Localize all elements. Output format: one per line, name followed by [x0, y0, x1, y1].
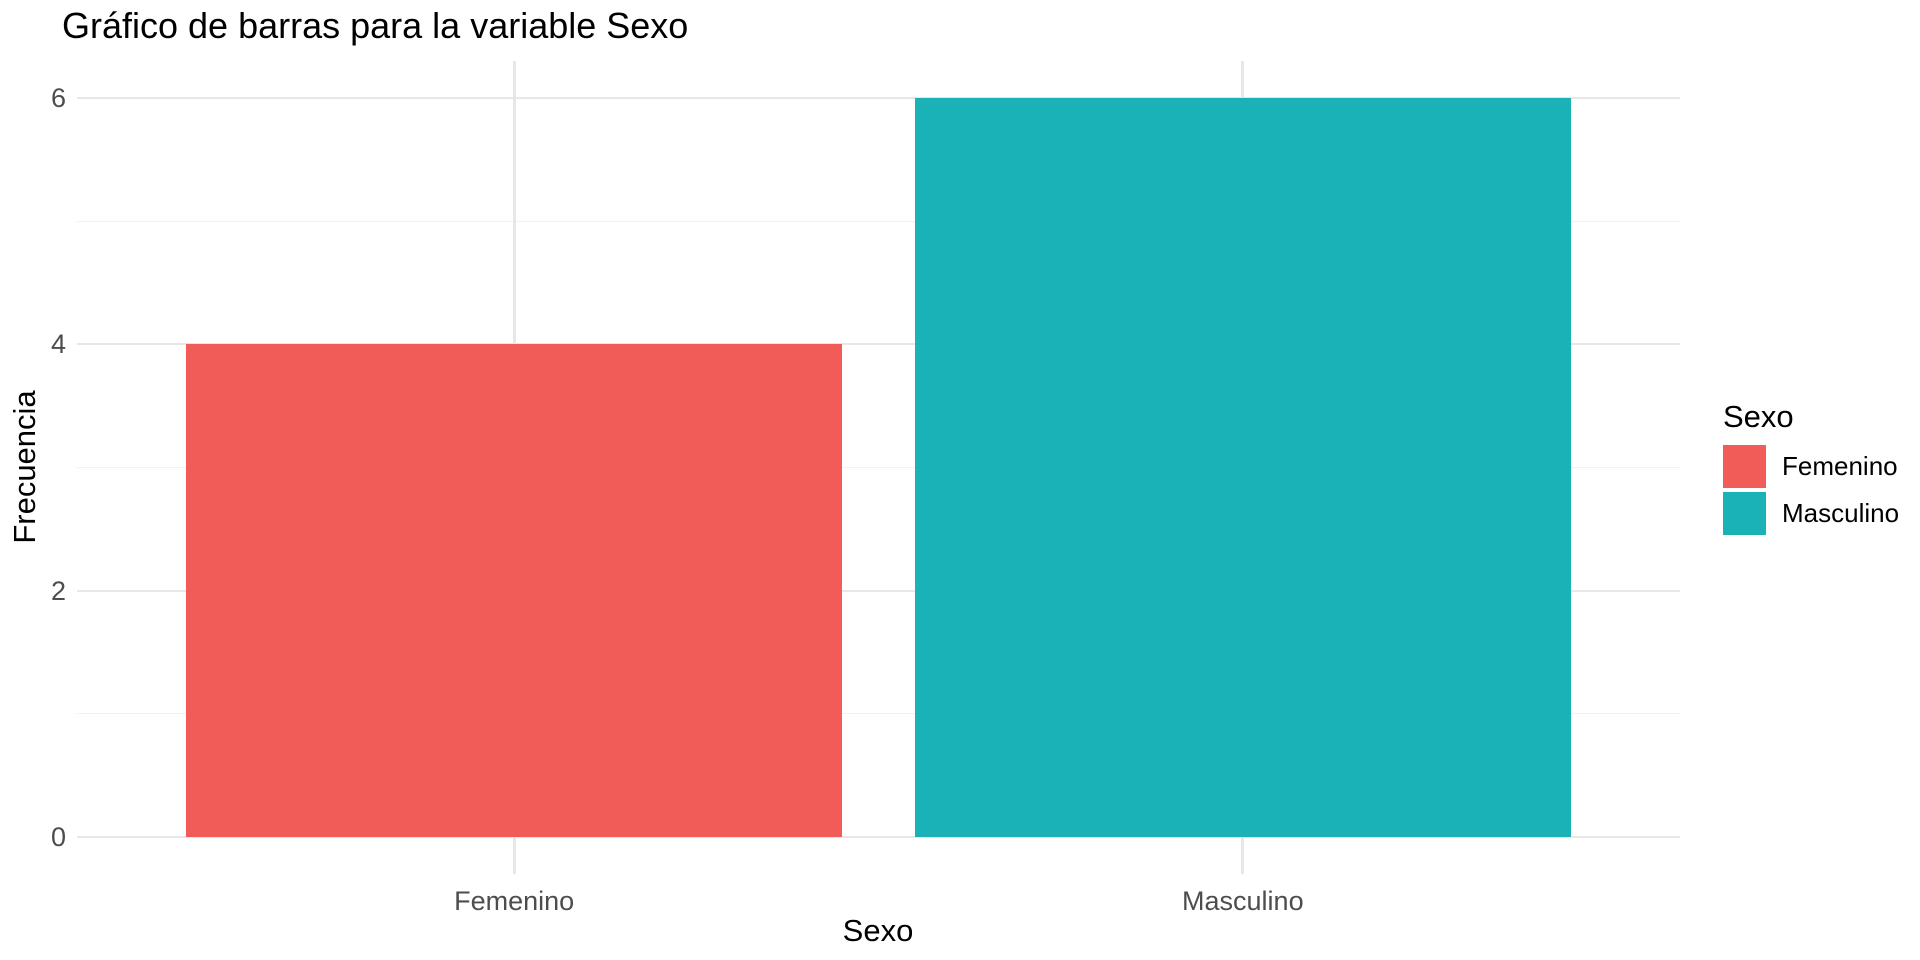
legend-entry-masculino: Masculino: [1723, 492, 1899, 535]
gridline-major-y4: [77, 343, 1680, 346]
y-axis-title: Frecuencia: [7, 390, 42, 544]
gridline-minor-y1: [77, 713, 1680, 715]
legend: Sexo Femenino Masculino: [1723, 399, 1899, 539]
bar-femenino: [186, 344, 843, 838]
y-tick-label-0: 0: [50, 822, 66, 853]
plot-panel: [77, 61, 1680, 874]
chart-title: Gráfico de barras para la variable Sexo: [62, 5, 689, 46]
gridline-major-y0: [77, 836, 1680, 839]
x-tick-label-femenino: Femenino: [454, 886, 575, 916]
y-tick-label-6: 6: [50, 82, 66, 113]
gridline-major-y6: [77, 96, 1680, 99]
legend-entry-femenino: Femenino: [1723, 445, 1899, 488]
legend-swatch-masculino: [1723, 492, 1766, 535]
y-tick-label-2: 2: [50, 575, 66, 606]
y-tick-label-4: 4: [50, 329, 66, 360]
gridline-minor-y5: [77, 220, 1680, 222]
gridline-minor-y3: [77, 467, 1680, 468]
legend-title: Sexo: [1723, 399, 1794, 434]
legend-label-femenino: Femenino: [1782, 451, 1898, 481]
legend-label-masculino: Masculino: [1782, 498, 1900, 528]
x-tick-label-masculino: Masculino: [1182, 886, 1304, 916]
x-axis-title: Sexo: [842, 913, 914, 948]
gridline-major-y2: [77, 589, 1680, 592]
bar-masculino: [914, 97, 1571, 838]
legend-swatch-femenino: [1723, 445, 1766, 488]
legend-entries: Femenino Masculino: [1723, 445, 1899, 535]
